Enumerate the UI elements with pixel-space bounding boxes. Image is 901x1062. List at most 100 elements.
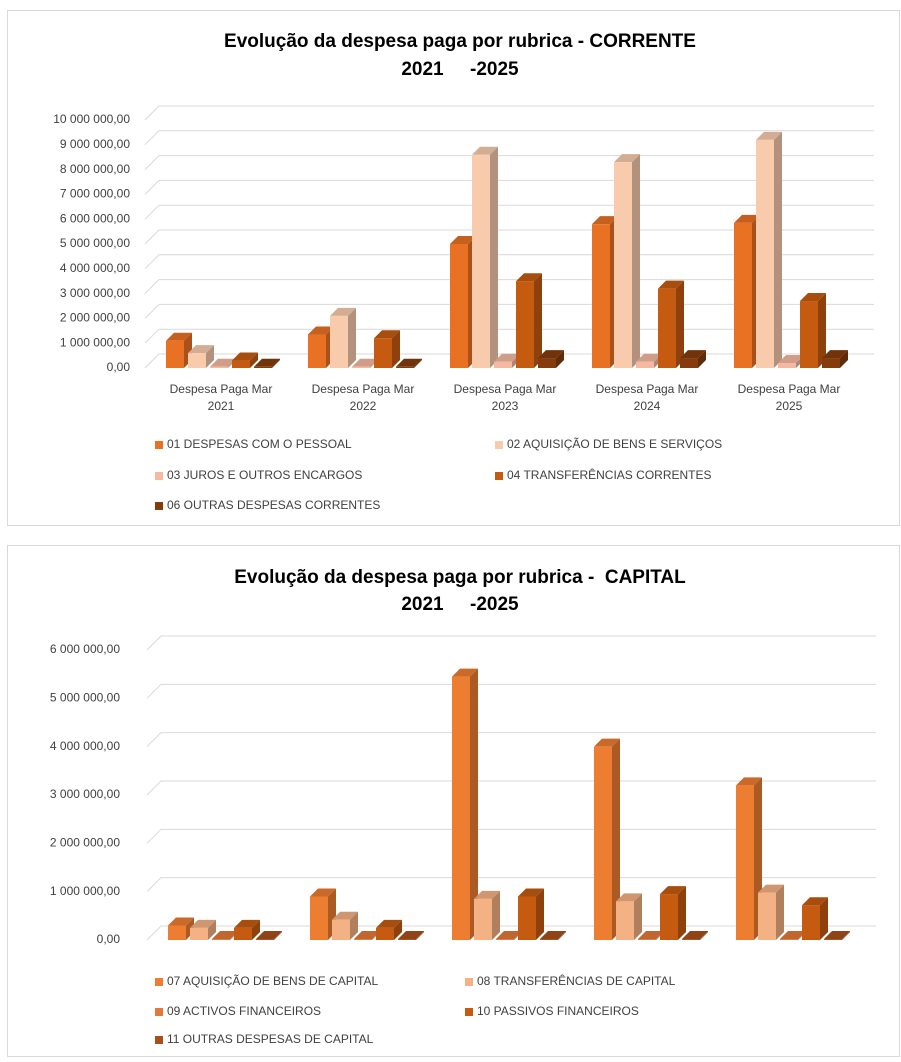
legend-label: 09 ACTIVOS FINANCEIROS [167,1004,321,1018]
bar-top [472,146,498,155]
bar-top [310,888,336,897]
bar-side [392,330,400,368]
chart-subtitle: 2021 -2025 [401,59,519,80]
bar-top [450,236,476,244]
bar-top [594,738,620,747]
y-tick-label: 3 000 000,00 [60,286,130,300]
legend-label: 02 AQUISIÇÃO DE BENS E SERVIÇOS [507,437,722,451]
legend-label: 03 JUROS E OUTROS ENCARGOS [167,468,362,482]
y-tick-label: 5 000 000,00 [60,236,130,250]
bar-side [632,154,640,368]
bar-top [212,931,238,940]
bar [822,350,848,368]
grid-line [146,635,876,651]
bar-top [592,216,618,225]
bar-front [736,785,754,940]
bar-side [348,307,356,368]
y-tick-label: 1 000 000,00 [50,884,120,898]
y-tick-label: 0,00 [97,932,121,946]
bar-top [354,931,380,940]
bar-side [490,146,498,368]
bar-front [658,288,676,368]
legend-label: 10 PASSIVOS FINANCEIROS [477,1004,639,1018]
grid-line [146,683,876,699]
bar-front [376,927,394,940]
bar-top [822,350,848,359]
y-tick-label: 6 000 000,00 [50,642,120,656]
bar-side [534,273,542,368]
bar-front [168,925,186,940]
bar-front [352,366,370,368]
bar [188,345,214,368]
bar-front [308,334,326,368]
bar-front [660,894,678,940]
legend-swatch [155,1008,163,1016]
x-tick-label: Despesa Paga Mar 2022 [312,382,415,413]
bar-front [234,927,252,940]
y-tick-label: 1 000 000,00 [60,335,130,349]
bar-front [616,901,634,940]
bar-front [822,358,840,368]
x-tick-label: Despesa Paga Mar 2023 [454,382,557,413]
bar-front [516,281,534,368]
bar-top [616,893,642,902]
bar-front [232,360,250,368]
bar-front [256,939,274,940]
bar [516,273,542,368]
y-tick-label: 0,00 [107,360,131,374]
legend-swatch [155,502,163,510]
bar-side [208,919,216,940]
bar-top [636,353,662,362]
bar-top [188,345,214,354]
bar-top [452,668,478,677]
bar-top [190,919,216,928]
x-tick-label: Despesa Paga Mar 2021 [170,382,273,413]
bar-top [474,890,500,899]
legend-swatch [155,441,163,449]
bar [452,668,478,940]
bar [660,886,686,940]
bar-top [682,931,708,940]
bar-top [232,352,258,361]
bar-top [614,154,640,163]
bar [540,931,566,940]
bar [680,350,706,368]
bar [234,919,260,940]
bar [682,931,708,940]
bar [518,888,544,940]
bar-top [824,931,850,940]
chart: Evolução da despesa paga por rubrica - C… [53,31,874,512]
legend-swatch [155,472,163,480]
bar-top [330,307,356,316]
bar [166,332,192,368]
bar-front [594,746,612,940]
bar [802,897,828,940]
bar [310,888,336,940]
grid-line [144,130,874,146]
bar-top [538,350,564,359]
bar-top [396,358,422,367]
bar-side [676,280,684,368]
bar [232,352,258,368]
bar [398,931,424,940]
bar-front [682,939,700,940]
grid-line [144,105,874,121]
bar-front [518,896,536,940]
bar-side [272,358,280,368]
bar-front [638,939,656,940]
bar [256,931,282,940]
bar-side [634,893,642,940]
bar-front [310,896,328,940]
bar-top [254,358,280,367]
bar-top [398,931,424,940]
legend-label: 08 TRANSFERÊNCIAS DE CAPITAL [477,973,676,988]
bar-front [540,939,558,940]
bar [474,890,500,940]
bar-front [330,315,348,368]
bar-top [168,917,194,926]
bar-front [734,222,752,368]
y-tick-label: 6 000 000,00 [60,211,130,225]
bar [800,293,826,368]
bar-front [780,939,798,940]
